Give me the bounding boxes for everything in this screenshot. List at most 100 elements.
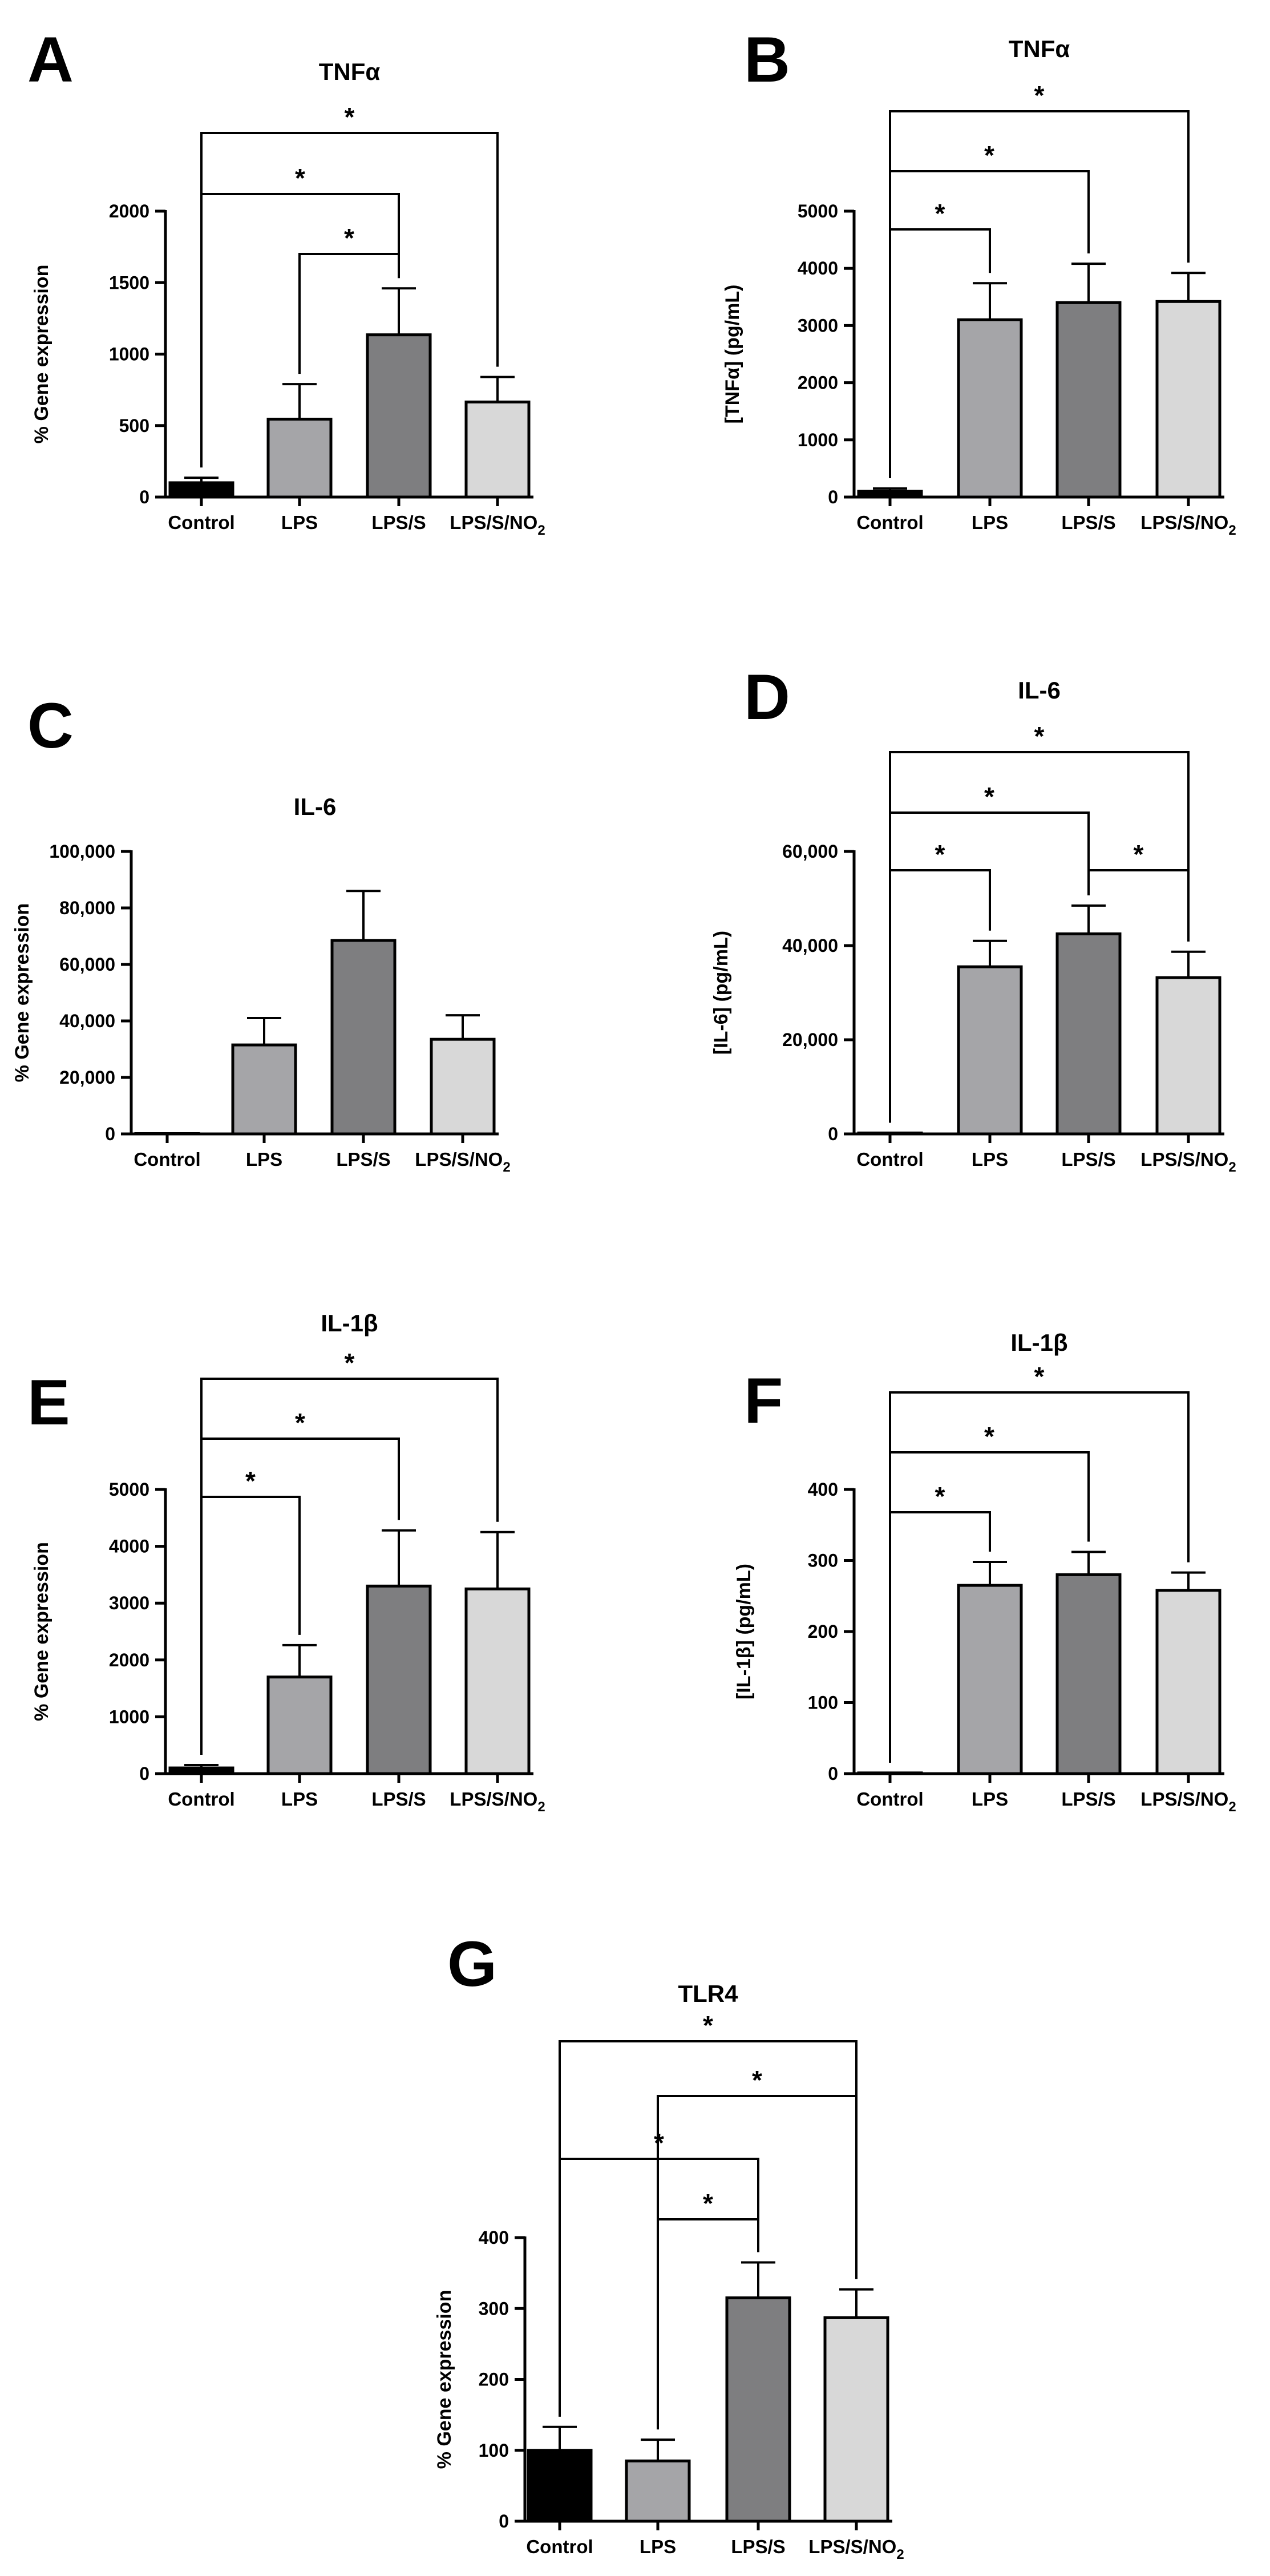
bar-lps-s-no2 [1155,300,1222,499]
y-tick-label: 300 [479,2298,509,2319]
significance-star: * [295,163,305,193]
x-tick-label: Control [168,512,234,533]
x-tick-label: LPS/S [1061,512,1115,533]
significance-bracket [200,132,499,468]
y-tick-label: 20,000 [59,1067,115,1088]
bar-lps-s [366,1584,432,1775]
y-tick-label: 2000 [109,1650,149,1670]
x-tick-label: LPS/S/NO2 [1140,1149,1236,1175]
y-tick-label: 500 [119,415,149,436]
chart-panel-d: D IL-6 [IL-6] (pg/mL) 0 20,000 40,000 60,000 Co… [710,661,1236,1175]
panel-letter: E [27,1367,70,1438]
x-tick-label: LPS [972,1149,1008,1170]
y-axis-label: [IL-6] (pg/mL) [710,931,732,1055]
significance-star: * [935,839,945,869]
y-tick-label: 1500 [109,272,149,293]
y-tick-label: 0 [139,1763,149,1784]
chart-panel-g: G TLR4 % Gene expression 0 100 200 300 400 Contr… [434,1928,904,2562]
bar-lps-s [330,939,397,1136]
chart-title: TNFα [319,58,381,85]
chart-title: IL-1β [1010,1329,1067,1356]
y-tick-label: 80,000 [59,898,115,918]
chart-title: IL-1β [321,1310,378,1337]
bar-lps [957,318,1023,499]
y-tick-label: 0 [828,1124,838,1144]
y-tick-label: 1000 [109,344,149,365]
y-tick-label: 0 [499,2511,509,2531]
chart-title: TNFα [1009,35,1070,62]
x-tick-label: Control [856,1149,923,1170]
bar-lps-s [1055,932,1122,1136]
y-tick-label: 20,000 [782,1029,838,1050]
x-tick-label: LPS [281,512,318,533]
panel-letter: C [27,690,74,761]
significance-star: * [984,1422,994,1451]
bar-lps-s-no2 [464,400,531,499]
y-tick-label: 3000 [109,1593,149,1613]
y-tick-label: 0 [105,1124,115,1144]
bar-lps-s-no2 [430,1037,496,1136]
y-tick-label: 60,000 [59,954,115,975]
x-tick-label: LPS [281,1788,318,1810]
bar-lps-s [1055,301,1122,499]
significance-bracket [200,1378,499,1755]
y-tick-label: 5000 [798,201,838,221]
significance-star: * [345,102,355,132]
bar-lps [266,417,333,499]
y-axis-label: [IL-1β] (pg/mL) [733,1564,755,1699]
y-tick-label: 300 [808,1551,838,1571]
significance-star: * [245,1466,256,1496]
y-axis-label: % Gene expression [31,1542,52,1721]
significance-star: * [344,223,354,253]
significance-star: * [984,782,994,811]
x-tick-label: LPS/S/NO2 [450,512,545,538]
panel-letter: F [744,1365,783,1436]
chart-title: TLR4 [678,1980,739,2007]
y-tick-label: 3000 [798,315,838,336]
y-axis-label: % Gene expression [31,265,52,444]
panel-letter: B [744,24,790,95]
significance-bracket [889,1391,1190,1763]
y-tick-label: 100 [479,2440,509,2461]
significance-star: * [752,2065,762,2095]
bar-lps [266,1675,333,1775]
significance-bracket [889,110,1190,478]
bar-lps-s-no2 [823,2316,889,2523]
significance-star: * [345,1348,355,1378]
x-tick-label: LPS/S [1061,1149,1115,1170]
x-tick-label: LPS/S/NO2 [1140,512,1236,538]
x-tick-label: LPS/S/NO2 [415,1149,510,1175]
x-tick-label: LPS/S [371,512,426,533]
y-tick-label: 200 [479,2369,509,2390]
y-tick-label: 1000 [109,1706,149,1727]
panel-letter: D [744,661,790,733]
significance-star: * [935,1481,945,1511]
y-tick-label: 100 [808,1693,838,1713]
y-tick-label: 200 [808,1621,838,1642]
x-tick-label: LPS [246,1149,282,1170]
bar-lps [957,1584,1023,1775]
bar-control [168,481,234,499]
x-tick-label: Control [134,1149,200,1170]
panel-letter: G [447,1928,497,2000]
y-tick-label: 4000 [798,258,838,278]
x-tick-label: Control [856,512,923,533]
y-tick-label: 400 [479,2227,509,2248]
x-tick-label: LPS [972,1788,1008,1810]
x-tick-label: LPS/S [731,2536,785,2557]
bar-lps [625,2459,691,2523]
x-tick-label: Control [526,2536,593,2557]
significance-star: * [984,140,994,170]
significance-star: * [1134,839,1144,869]
significance-star: * [295,1408,305,1438]
y-tick-label: 100,000 [49,841,115,862]
bar-lps [231,1043,297,1136]
x-tick-label: Control [856,1788,923,1810]
significance-star: * [935,199,945,228]
y-tick-label: 60,000 [782,841,838,862]
significance-star: * [1034,721,1045,751]
y-tick-label: 40,000 [782,935,838,956]
bar-lps-s-no2 [1155,1589,1222,1775]
panel-letter: A [27,24,74,95]
x-tick-label: LPS/S/NO2 [1140,1788,1236,1815]
